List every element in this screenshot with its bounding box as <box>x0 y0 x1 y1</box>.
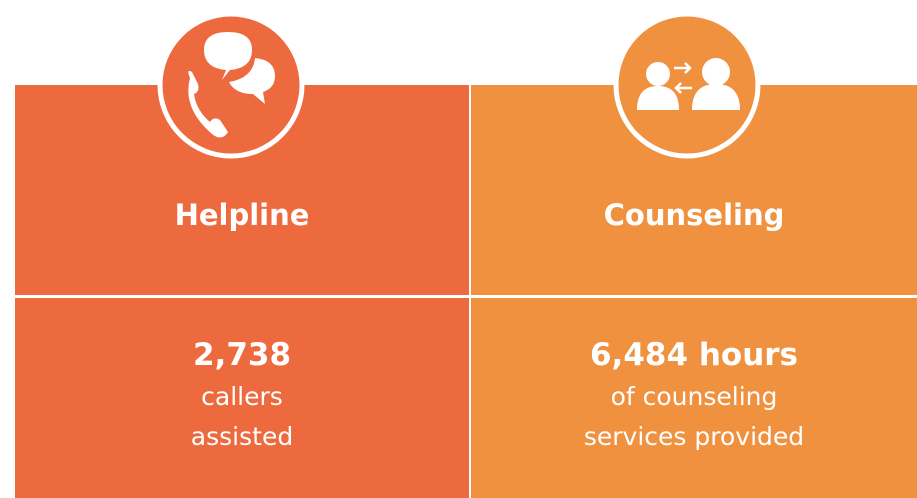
panel-text: callers <box>201 382 283 411</box>
panel-text: of counseling <box>610 382 778 411</box>
divider <box>471 295 917 298</box>
helpline-icon <box>157 11 305 159</box>
divider <box>15 295 469 298</box>
counseling-icon <box>613 11 761 159</box>
panel-text: services provided <box>583 422 805 451</box>
panel-stat: 6,484 hours <box>589 337 799 373</box>
panel-title: Helpline <box>174 198 310 232</box>
panel-text: assisted <box>190 422 294 451</box>
panel-title: Counseling <box>603 198 785 232</box>
panel-stat: 2,738 <box>192 337 292 373</box>
